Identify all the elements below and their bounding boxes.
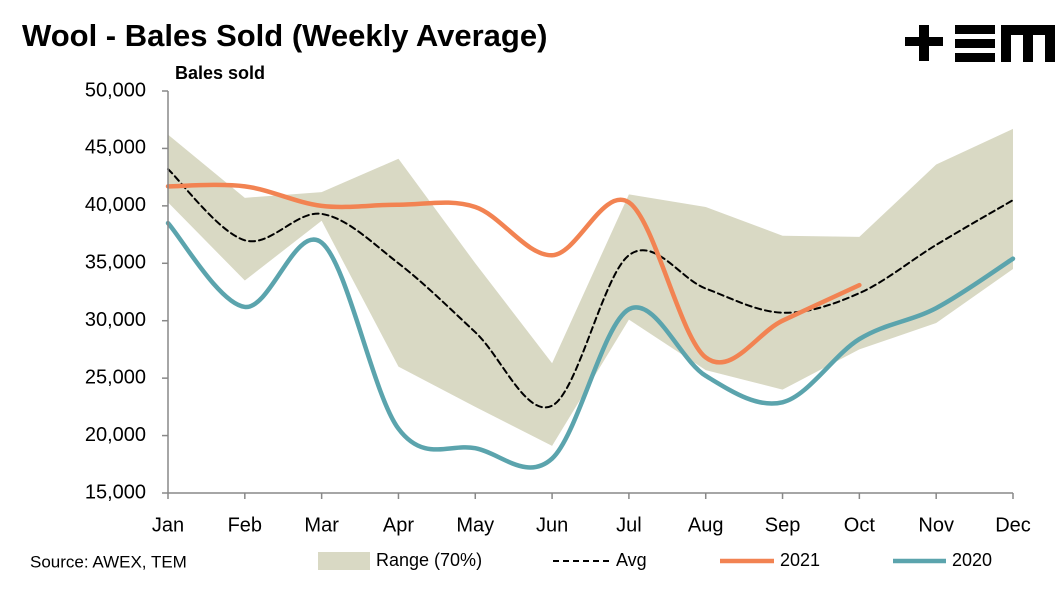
x-tick-label: Jan (152, 514, 184, 536)
y-tick-label: 25,000 (85, 366, 146, 388)
x-tick-label: Nov (918, 514, 954, 536)
x-tick-label: Apr (383, 514, 414, 536)
y-axis-label: Bales sold (175, 63, 265, 83)
series-line (165, 220, 1016, 470)
y-tick-label: 15,000 (85, 481, 146, 503)
series-line (165, 182, 862, 365)
range-area (168, 128, 1013, 446)
x-tick-label: Oct (844, 514, 876, 536)
x-tick-label: Sep (765, 514, 801, 536)
x-tick-label: Mar (304, 514, 339, 536)
x-tick-label: Jul (616, 514, 642, 536)
source-note: Source: AWEX, TEM (30, 552, 187, 571)
x-tick-label: Aug (688, 514, 724, 536)
y-tick-label: 50,000 (85, 79, 146, 101)
y-tick-label: 45,000 (85, 137, 146, 159)
legend-label: 2021 (780, 550, 820, 570)
x-tick-label: Feb (228, 514, 262, 536)
y-tick-label: 30,000 (85, 309, 146, 331)
y-tick-label: 40,000 (85, 194, 146, 216)
chart-title: Wool - Bales Sold (Weekly Average) (22, 18, 547, 53)
legend-label: Avg (616, 550, 647, 570)
x-tick-label: Jun (536, 514, 568, 536)
logo (905, 25, 1055, 62)
legend-swatch (318, 552, 370, 570)
x-tick-label: Dec (995, 514, 1031, 536)
legend-label: 2020 (952, 550, 992, 570)
series-line (167, 168, 1014, 409)
legend-label: Range (70%) (376, 550, 482, 570)
y-tick-label: 20,000 (85, 424, 146, 446)
y-tick-label: 35,000 (85, 252, 146, 274)
x-tick-label: May (456, 514, 494, 536)
